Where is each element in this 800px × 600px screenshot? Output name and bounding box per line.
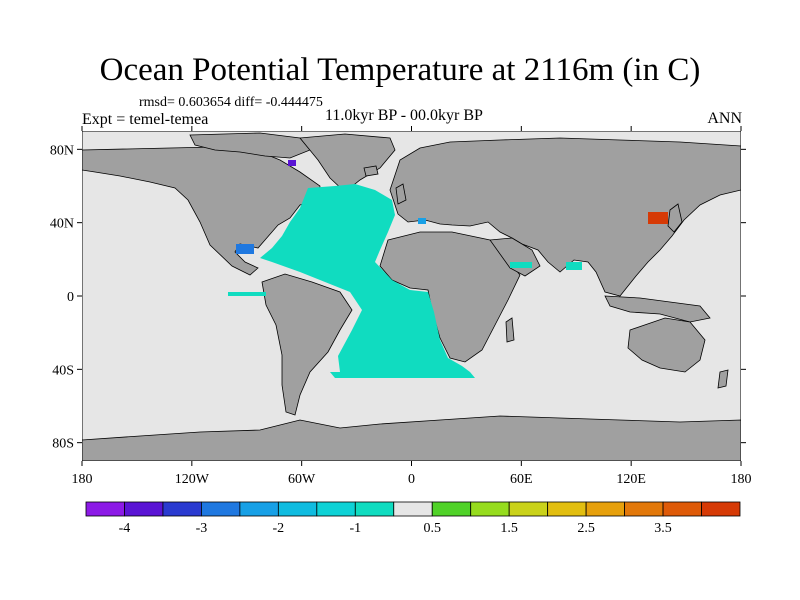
colorbar-swatch: [508, 501, 549, 517]
bay-of-bengal-anomaly: [566, 262, 582, 270]
colorbar-label: -1: [349, 521, 361, 536]
colorbar: -4 -3 -2 -1 0.5 1.5 2.5 3.5: [85, 501, 741, 536]
colorbar-swatch: [701, 501, 741, 517]
lon-tick-label: 60W: [288, 472, 316, 487]
colorbar-swatch: [85, 501, 125, 517]
colorbar-label: -4: [119, 521, 131, 536]
colorbar-swatch: [124, 501, 164, 517]
lat-tick-label: 0: [67, 290, 74, 305]
season-label: ANN: [707, 110, 742, 127]
colorbar-swatch: [393, 501, 433, 517]
lat-tick-label: 40S: [52, 363, 74, 378]
africa: [379, 231, 521, 363]
lon-tick-label: 120W: [175, 472, 210, 487]
lon-tick-label: 180: [72, 472, 93, 487]
colorbar-swatch: [162, 501, 202, 517]
colorbar-label: 3.5: [654, 521, 672, 536]
lat-tick-label: 40N: [50, 217, 74, 232]
south-america: [261, 273, 353, 416]
colorbar-swatch: [354, 501, 395, 517]
eurasia: [389, 137, 741, 297]
colorbar-swatch: [585, 501, 625, 517]
equatorial-pacific-anomaly: [228, 292, 266, 296]
colorbar-swatch: [431, 501, 472, 517]
madagascar: [505, 317, 515, 343]
arabian-sea-anomaly: [510, 262, 532, 268]
colorbar-swatch: [624, 501, 664, 517]
japan-sea-warming: [648, 212, 668, 224]
maritime-southeast-asia: [604, 295, 711, 323]
australia: [627, 317, 706, 373]
lon-tick-label: 0: [408, 472, 415, 487]
colorbar-label: -2: [273, 521, 285, 536]
anomaly-fields: [228, 160, 668, 378]
colorbar-swatch: [470, 501, 510, 517]
lat-tick-label: 80N: [50, 143, 74, 158]
land-masses: [82, 132, 741, 461]
lon-tick-label: 180: [731, 472, 752, 487]
south-atlantic-anomaly-strip: [330, 372, 475, 378]
colorbar-label: 0.5: [423, 521, 441, 536]
labrador-sea-cooling: [288, 160, 296, 166]
map-axes: 80N 40N 0 40S 80S 180 120W 60W 0 60E 120E 180: [50, 126, 752, 487]
mediterranean-cooling: [418, 218, 426, 224]
japan: [667, 203, 683, 233]
gulf-of-mexico-cooling: [236, 244, 254, 254]
colorbar-swatch: [316, 501, 356, 517]
colorbar-swatch: [201, 501, 241, 517]
map-title: Ocean Potential Temperature at 2116m (in…: [99, 52, 701, 88]
arctic-islands: [189, 132, 311, 159]
colorbar-label: 1.5: [500, 521, 518, 536]
colorbar-label: 2.5: [577, 521, 595, 536]
lon-tick-label: 60E: [510, 472, 533, 487]
map-plot-area: [82, 131, 741, 461]
new-zealand: [717, 369, 729, 389]
period-label: 11.0kyr BP - 00.0kyr BP: [325, 107, 483, 124]
colorbar-swatch: [239, 501, 279, 517]
british-isles: [395, 183, 407, 205]
lat-tick-label: 80S: [52, 437, 74, 452]
lon-tick-label: 120E: [616, 472, 646, 487]
colorbar-swatch: [277, 501, 318, 517]
iceland: [363, 165, 379, 177]
experiment-label: Expt = temel-temea: [82, 111, 209, 128]
antarctica: [82, 415, 741, 461]
colorbar-label: -3: [196, 521, 208, 536]
colorbar-swatch: [547, 501, 587, 517]
colorbar-swatch: [662, 501, 702, 517]
rmsd-diff-stats: rmsd= 0.603654 diff= -0.444475: [139, 95, 323, 110]
atlantic-anomaly-region: [260, 184, 470, 372]
